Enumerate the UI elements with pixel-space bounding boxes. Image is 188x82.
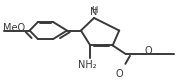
Text: MeO: MeO — [3, 23, 25, 33]
Text: O: O — [144, 46, 152, 56]
Text: O: O — [115, 69, 123, 79]
Text: N: N — [90, 7, 98, 17]
Text: H: H — [91, 6, 97, 15]
Text: NH₂: NH₂ — [78, 60, 97, 70]
